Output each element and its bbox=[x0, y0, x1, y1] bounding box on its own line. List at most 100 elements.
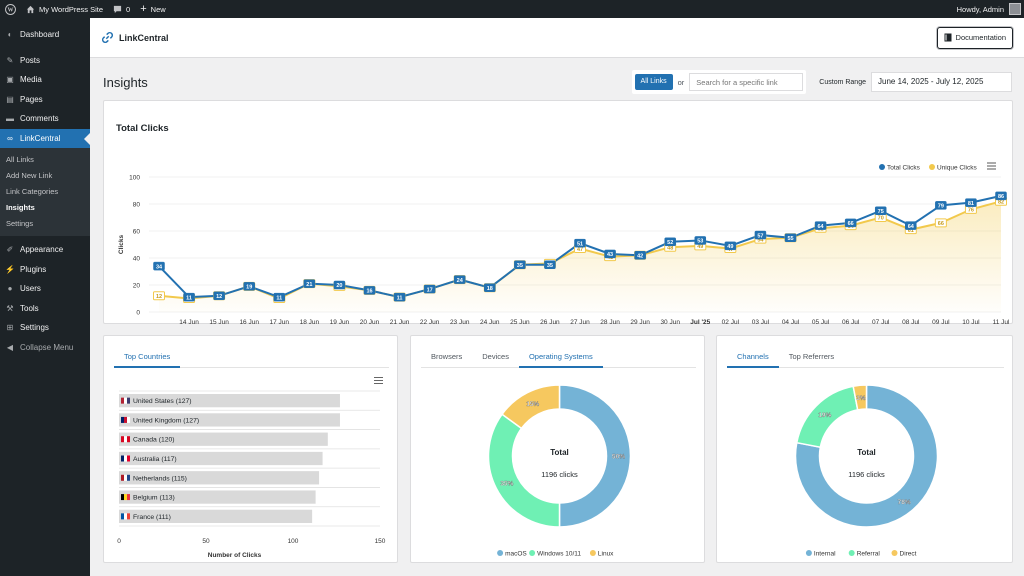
site-name-link[interactable]: My WordPress Site bbox=[21, 0, 108, 18]
country-bar[interactable] bbox=[119, 509, 313, 523]
submenu-link-categories[interactable]: Link Categories bbox=[6, 187, 59, 196]
sidebar-item-collapse-menu[interactable]: ◀ Collapse Menu bbox=[0, 338, 90, 358]
legend-label[interactable]: Total Clicks bbox=[887, 165, 921, 172]
total-clicks-point[interactable]: 24 bbox=[453, 275, 466, 284]
total-clicks-point[interactable]: 35 bbox=[514, 260, 526, 269]
sidebar-item-posts[interactable]: ✎ Posts bbox=[0, 51, 90, 71]
legend-label[interactable]: Unique Clicks bbox=[937, 165, 977, 172]
total-clicks-point[interactable]: 20 bbox=[333, 280, 346, 290]
comments-link[interactable]: 0 bbox=[108, 0, 135, 18]
total-clicks-point[interactable]: 79 bbox=[935, 201, 947, 210]
country-bar[interactable] bbox=[119, 413, 340, 427]
point-label: 11 bbox=[276, 295, 282, 301]
tab-top-countries[interactable]: Top Countries bbox=[114, 348, 181, 368]
total-clicks-point[interactable]: 51 bbox=[574, 238, 586, 248]
total-clicks-point[interactable]: 35 bbox=[544, 260, 556, 269]
total-clicks-point[interactable]: 53 bbox=[694, 236, 707, 245]
tab-browsers[interactable]: Browsers bbox=[431, 352, 463, 361]
submenu-settings[interactable]: Settings bbox=[6, 219, 34, 228]
submenu-all-links[interactable]: All Links bbox=[6, 155, 34, 164]
total-clicks-point[interactable]: 75 bbox=[874, 206, 887, 215]
country-bar[interactable] bbox=[119, 432, 328, 446]
legend-label[interactable]: Referral bbox=[857, 551, 881, 558]
wp-logo-button[interactable]: W bbox=[0, 0, 21, 18]
country-bar[interactable] bbox=[119, 451, 323, 466]
submenu-insights[interactable]: Insights bbox=[6, 203, 35, 212]
country-bar[interactable] bbox=[119, 394, 340, 408]
sidebar-item-settings[interactable]: ⊞ Settings bbox=[0, 318, 90, 338]
main-content: LinkCentral Documentation Insights All L… bbox=[90, 18, 1024, 576]
link-search-input[interactable] bbox=[689, 73, 804, 91]
tab-channels[interactable]: Channels bbox=[727, 348, 779, 368]
total-clicks-point[interactable]: 11 bbox=[183, 292, 195, 302]
total-clicks-point[interactable]: 11 bbox=[273, 292, 286, 302]
country-bar[interactable] bbox=[119, 471, 320, 485]
x-tick-label: 11 Jul bbox=[993, 319, 1010, 325]
total-clicks-point[interactable]: 43 bbox=[604, 249, 616, 259]
chart-menu-icon[interactable] bbox=[987, 162, 996, 170]
country-label: Netherlands (115) bbox=[133, 475, 187, 482]
donut-slice-internal[interactable] bbox=[794, 384, 939, 528]
total-clicks-point[interactable]: 21 bbox=[303, 279, 316, 288]
tab-operating-systems[interactable]: Operating Systems bbox=[518, 348, 603, 368]
sidebar-item-dashboard[interactable]: ◐ Dashboard bbox=[0, 25, 90, 45]
total-clicks-point[interactable]: 52 bbox=[664, 237, 676, 247]
country-bar[interactable] bbox=[119, 490, 316, 504]
flag-ca-icon bbox=[121, 436, 130, 443]
total-clicks-point[interactable]: 66 bbox=[844, 218, 857, 228]
total-clicks-point[interactable]: 86 bbox=[995, 191, 1007, 201]
date-range-input[interactable]: June 14, 2025 - July 12, 2025 bbox=[871, 72, 1012, 92]
legend-label[interactable]: Internal bbox=[814, 551, 836, 558]
sidebar-item-appearance[interactable]: ✐ Appearance bbox=[0, 240, 90, 260]
sidebar-item-label: Comments bbox=[20, 114, 59, 124]
sidebar-item-plugins[interactable]: ⚡ Plugins bbox=[0, 260, 90, 280]
point-label: 48 bbox=[667, 245, 673, 251]
all-links-button[interactable]: All Links bbox=[634, 74, 673, 90]
account-menu[interactable]: Howdy, Admin bbox=[952, 0, 1024, 18]
sidebar-item-tools[interactable]: ⚒ Tools bbox=[0, 299, 90, 319]
documentation-button[interactable]: Documentation bbox=[936, 26, 1013, 49]
country-label: Canada (120) bbox=[133, 437, 175, 444]
sidebar-item-linkcentral[interactable]: ∞ LinkCentral bbox=[0, 128, 90, 148]
total-clicks-point[interactable]: 19 bbox=[243, 282, 255, 291]
legend-label[interactable]: macOS bbox=[505, 551, 527, 558]
documentation-label: Documentation bbox=[955, 33, 1006, 42]
total-clicks-point[interactable]: 55 bbox=[784, 233, 797, 242]
x-tick-label: 07 Jul bbox=[872, 319, 890, 325]
total-clicks-point[interactable]: 34 bbox=[153, 261, 165, 271]
sidebar-item-label: Settings bbox=[20, 323, 49, 333]
tab-top-referrers[interactable]: Top Referrers bbox=[788, 352, 835, 361]
total-clicks-point[interactable]: 16 bbox=[363, 286, 376, 295]
unique-clicks-point[interactable]: 12 bbox=[153, 291, 165, 301]
total-clicks-point[interactable]: 12 bbox=[213, 291, 225, 301]
point-label: 43 bbox=[607, 252, 613, 258]
sidebar-item-media[interactable]: ▣ Media bbox=[0, 70, 90, 90]
legend-label[interactable]: Direct bbox=[900, 551, 917, 558]
chart-title: Total Clicks bbox=[116, 123, 169, 134]
legend-label[interactable]: Windows 10/11 bbox=[537, 551, 581, 558]
sidebar-item-pages[interactable]: ▤ Pages bbox=[0, 90, 90, 110]
donut-slice-linux[interactable] bbox=[501, 384, 561, 430]
total-clicks-point[interactable]: 64 bbox=[814, 221, 827, 230]
total-clicks-point[interactable]: 11 bbox=[393, 292, 406, 302]
total-clicks-point[interactable]: 17 bbox=[423, 284, 436, 294]
total-clicks-point[interactable]: 49 bbox=[724, 241, 737, 251]
x-tick-label: 26 Jun bbox=[540, 319, 560, 325]
total-clicks-point[interactable]: 57 bbox=[754, 230, 767, 240]
sidebar-item-comments[interactable]: ▬ Comments bbox=[0, 109, 90, 129]
new-content-link[interactable]: + New bbox=[135, 0, 170, 18]
point-label: 16 bbox=[366, 289, 372, 295]
tab-devices[interactable]: Devices bbox=[482, 352, 509, 361]
chart-menu-icon[interactable] bbox=[374, 377, 383, 384]
unique-clicks-point[interactable]: 66 bbox=[934, 218, 947, 228]
sidebar-item-users[interactable]: ● Users bbox=[0, 279, 90, 299]
donut-slice-macos[interactable] bbox=[558, 384, 632, 528]
total-clicks-point[interactable]: 18 bbox=[484, 283, 496, 292]
submenu-add-new-link[interactable]: Add New Link bbox=[6, 171, 53, 180]
comments-count: 0 bbox=[126, 4, 131, 14]
total-clicks-point[interactable]: 64 bbox=[905, 221, 917, 230]
legend-label[interactable]: Linux bbox=[598, 551, 614, 558]
total-clicks-point[interactable]: 42 bbox=[634, 251, 646, 260]
donut-slice-direct[interactable] bbox=[852, 384, 868, 411]
total-clicks-point[interactable]: 81 bbox=[965, 198, 977, 207]
